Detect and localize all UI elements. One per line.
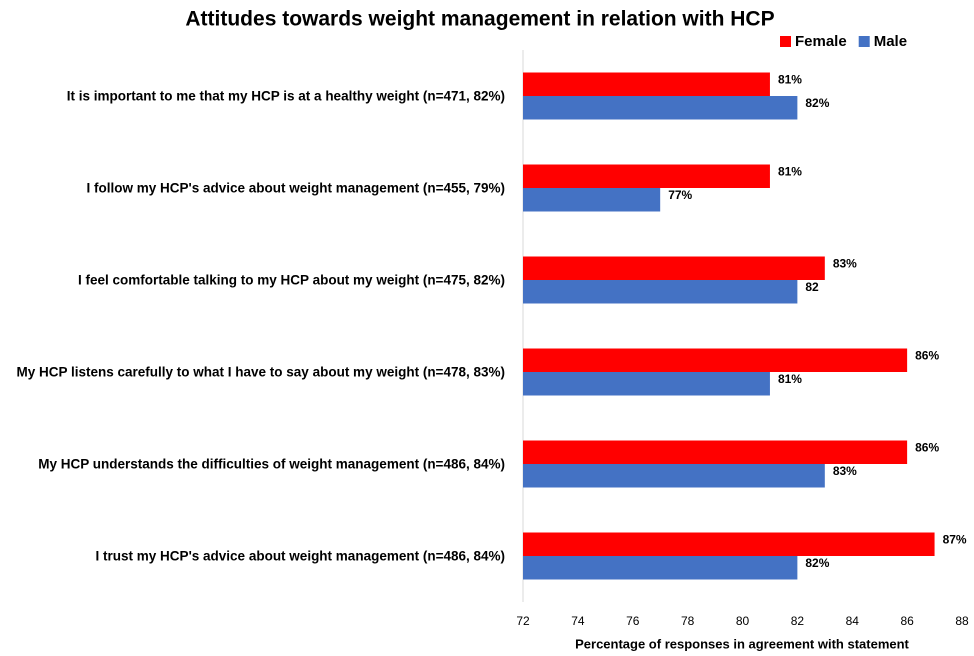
value-label: 83% <box>833 464 857 478</box>
category-label: I follow my HCP's advice about weight ma… <box>86 180 505 196</box>
value-label: 83% <box>833 256 857 270</box>
x-tick-label: 74 <box>571 614 585 628</box>
legend-label: Female <box>795 33 847 50</box>
bar <box>523 556 798 580</box>
bar <box>523 440 908 464</box>
x-tick-label: 82 <box>791 614 805 628</box>
value-label: 82% <box>805 556 829 570</box>
category-label: My HCP understands the difficulties of w… <box>38 456 505 472</box>
bar <box>523 348 908 372</box>
legend-swatch <box>858 36 870 47</box>
x-tick-label: 84 <box>846 614 860 628</box>
category-label: I trust my HCP's advice about weight man… <box>95 548 505 564</box>
value-label: 81% <box>778 164 802 178</box>
value-label: 82 <box>805 280 819 294</box>
x-tick-label: 78 <box>681 614 695 628</box>
x-tick-label: 86 <box>900 614 914 628</box>
category-label: I feel comfortable talking to my HCP abo… <box>78 272 505 288</box>
bar <box>523 72 770 96</box>
value-label: 86% <box>915 348 939 362</box>
legend-swatch <box>780 36 791 47</box>
value-label: 86% <box>915 440 939 454</box>
x-tick-label: 88 <box>955 614 969 628</box>
legend-label: Male <box>874 33 907 50</box>
bar <box>523 96 798 120</box>
bar <box>523 256 825 280</box>
value-label: 77% <box>668 188 692 202</box>
value-label: 87% <box>943 532 967 546</box>
bar <box>523 280 798 304</box>
x-tick-label: 80 <box>736 614 750 628</box>
bar <box>523 188 661 212</box>
x-tick-label: 76 <box>626 614 640 628</box>
x-axis-label: Percentage of responses in agreement wit… <box>575 636 909 651</box>
bar <box>523 532 935 556</box>
x-tick-label: 72 <box>516 614 530 628</box>
value-label: 82% <box>805 96 829 110</box>
category-label: It is important to me that my HCP is at … <box>66 88 505 104</box>
category-label: My HCP listens carefully to what I have … <box>16 364 505 380</box>
bar <box>523 464 825 488</box>
value-label: 81% <box>778 72 802 86</box>
value-label: 81% <box>778 372 802 386</box>
chart-title: Attitudes towards weight management in r… <box>185 8 774 31</box>
bar <box>523 372 770 396</box>
bar <box>523 164 770 188</box>
